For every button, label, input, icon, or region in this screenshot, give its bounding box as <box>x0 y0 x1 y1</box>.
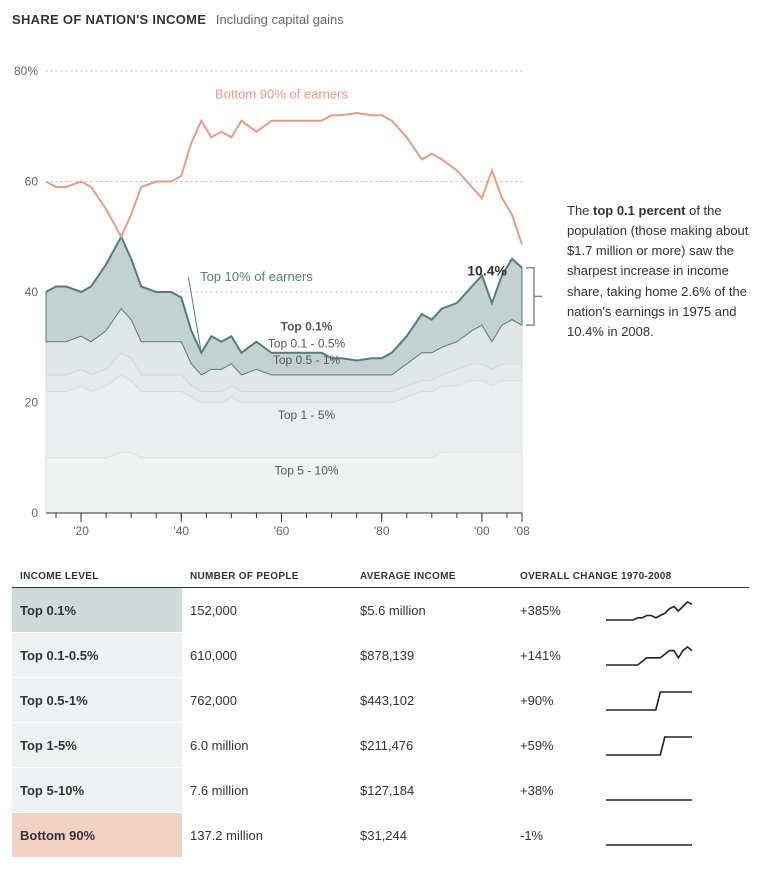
table-body: Top 0.1%152,000$5.6 million +385% Top 0.1-… <box>12 588 749 858</box>
cell: +59% <box>512 723 749 768</box>
cell: Top 0.1% <box>12 588 182 633</box>
change-value: +59% <box>520 738 580 753</box>
svg-text:Top 5 - 10%: Top 5 - 10% <box>275 463 339 477</box>
cell: $211,476 <box>352 723 512 768</box>
change-value: -1% <box>520 828 580 843</box>
svg-text:'80: '80 <box>374 524 390 538</box>
table-header-row: INCOME LEVELNUMBER OF PEOPLEAVERAGE INCO… <box>12 566 749 588</box>
svg-text:Top 0.5 - 1%: Top 0.5 - 1% <box>273 353 341 367</box>
cell: $31,244 <box>352 813 512 858</box>
cell: +141% <box>512 633 749 678</box>
annotation-text: The top 0.1 percent of the population (t… <box>567 201 752 342</box>
svg-text:Top 0.1 - 0.5%: Top 0.1 - 0.5% <box>268 336 346 350</box>
cell: Top 1-5% <box>12 723 182 768</box>
cell: 610,000 <box>182 633 352 678</box>
chart-container: 0 20 40 60 80% Top 5 - 10% Top 1 - 5% Top 0.5 -… <box>12 41 749 546</box>
cell: $127,184 <box>352 768 512 813</box>
svg-text:20: 20 <box>25 396 39 410</box>
svg-text:'00: '00 <box>474 524 490 538</box>
cell: 152,000 <box>182 588 352 633</box>
svg-text:Top 10% of earners: Top 10% of earners <box>200 269 313 284</box>
cell: Top 0.5-1% <box>12 678 182 723</box>
col-header: INCOME LEVEL <box>12 566 182 588</box>
chart-title: SHARE OF NATION'S INCOME Including capit… <box>12 12 749 27</box>
sparkline <box>604 733 694 757</box>
svg-text:0: 0 <box>31 506 38 520</box>
cell: Top 0.1-0.5% <box>12 633 182 678</box>
svg-text:'40: '40 <box>173 524 189 538</box>
table-row: Bottom 90%137.2 million$31,244 -1% <box>12 813 749 858</box>
sparkline <box>604 598 694 622</box>
table-row: Top 1-5%6.0 million$211,476 +59% <box>12 723 749 768</box>
cell: +90% <box>512 678 749 723</box>
sparkline <box>604 823 694 847</box>
change-value: +38% <box>520 783 580 798</box>
cell: -1% <box>512 813 749 858</box>
table-row: Top 0.1-0.5%610,000$878,139 +141% <box>12 633 749 678</box>
cell: 137.2 million <box>182 813 352 858</box>
title-sub: Including capital gains <box>216 12 344 27</box>
cell: 7.6 million <box>182 768 352 813</box>
cell: +38% <box>512 768 749 813</box>
col-header: AVERAGE INCOME <box>352 566 512 588</box>
table-row: Top 5-10%7.6 million$127,184 +38% <box>12 768 749 813</box>
table-row: Top 0.5-1%762,000$443,102 +90% <box>12 678 749 723</box>
cell: $443,102 <box>352 678 512 723</box>
svg-text:'20: '20 <box>73 524 89 538</box>
svg-text:Top 0.1%: Top 0.1% <box>281 320 333 334</box>
svg-text:'60: '60 <box>274 524 290 538</box>
svg-text:'08: '08 <box>514 524 530 538</box>
cell: $878,139 <box>352 633 512 678</box>
sparkline <box>604 688 694 712</box>
table-row: Top 0.1%152,000$5.6 million +385% <box>12 588 749 633</box>
cell: Bottom 90% <box>12 813 182 858</box>
col-header: OVERALL CHANGE 1970-2008 <box>512 566 749 588</box>
cell: 762,000 <box>182 678 352 723</box>
cell: +385% <box>512 588 749 633</box>
change-value: +90% <box>520 693 580 708</box>
income-table-container: INCOME LEVELNUMBER OF PEOPLEAVERAGE INCO… <box>12 566 749 858</box>
svg-text:60: 60 <box>25 175 39 189</box>
cell: Top 5-10% <box>12 768 182 813</box>
income-table: INCOME LEVELNUMBER OF PEOPLEAVERAGE INCO… <box>12 566 749 858</box>
sparkline <box>604 778 694 802</box>
cell: 6.0 million <box>182 723 352 768</box>
sparkline <box>604 643 694 667</box>
svg-text:Bottom 90% of earners: Bottom 90% of earners <box>215 87 348 102</box>
svg-text:10.4%: 10.4% <box>467 262 507 278</box>
svg-text:80%: 80% <box>14 64 38 78</box>
col-header: NUMBER OF PEOPLE <box>182 566 352 588</box>
change-value: +141% <box>520 648 580 663</box>
cell: $5.6 million <box>352 588 512 633</box>
change-value: +385% <box>520 603 580 618</box>
svg-text:40: 40 <box>25 285 39 299</box>
title-main: SHARE OF NATION'S INCOME <box>12 12 206 27</box>
svg-text:Top 1 - 5%: Top 1 - 5% <box>278 408 336 422</box>
